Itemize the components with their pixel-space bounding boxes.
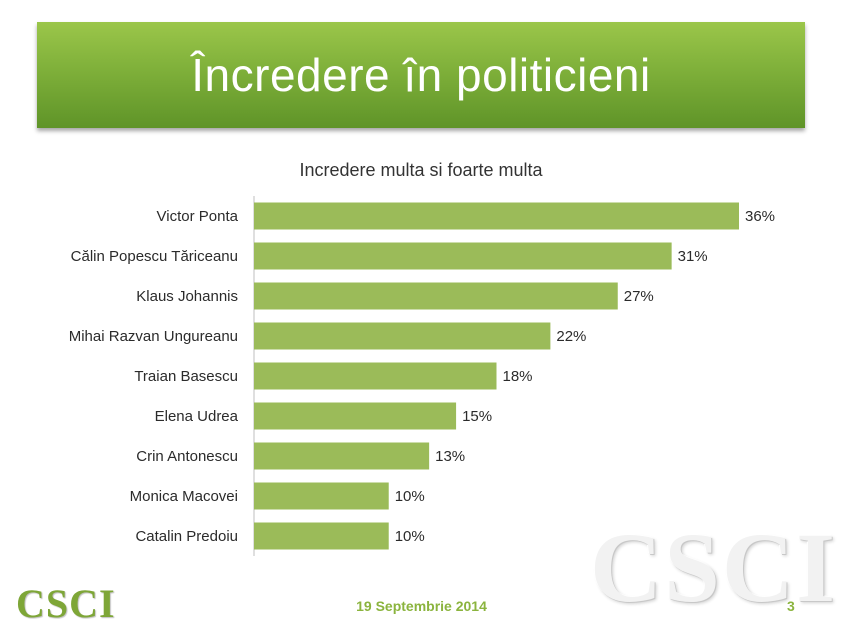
bar [254, 482, 389, 510]
bar [254, 402, 457, 430]
footer-date: 19 Septembrie 2014 [356, 598, 487, 614]
value-label: 27% [624, 288, 654, 305]
value-label: 36% [745, 208, 775, 225]
bar [254, 442, 430, 470]
bar [254, 522, 389, 550]
bar [254, 202, 739, 230]
category-label: Traian Basescu [134, 368, 238, 385]
category-label: Elena Udrea [155, 408, 239, 425]
bars-group: Victor Ponta 36% Călin Popescu Tăriceanu 31… [69, 202, 775, 550]
category-label: Crin Antonescu [136, 448, 238, 465]
csci-watermark: CSCI [590, 512, 837, 623]
chart-title: Incredere multa si foarte multa [299, 160, 543, 180]
category-label: Monica Macovei [130, 488, 238, 505]
bar [254, 362, 497, 390]
value-label: 15% [462, 408, 492, 425]
csci-logo: CSCI [16, 581, 116, 626]
category-label: Catalin Predoiu [135, 528, 238, 545]
value-label: 13% [435, 448, 465, 465]
title-banner: Încredere în politicieni [37, 22, 805, 128]
bar [254, 282, 618, 310]
category-label: Călin Popescu Tăriceanu [71, 248, 238, 265]
value-label: 18% [503, 368, 533, 385]
slide-title: Încredere în politicieni [191, 49, 651, 101]
value-label: 31% [678, 248, 708, 265]
value-label: 10% [395, 488, 425, 505]
bar [254, 322, 551, 350]
bar [254, 242, 672, 270]
category-label: Mihai Razvan Ungureanu [69, 328, 238, 345]
value-label: 10% [395, 528, 425, 545]
page-number: 3 [787, 598, 795, 614]
category-label: Victor Ponta [157, 208, 239, 225]
category-label: Klaus Johannis [136, 288, 238, 305]
value-label: 22% [556, 328, 586, 345]
